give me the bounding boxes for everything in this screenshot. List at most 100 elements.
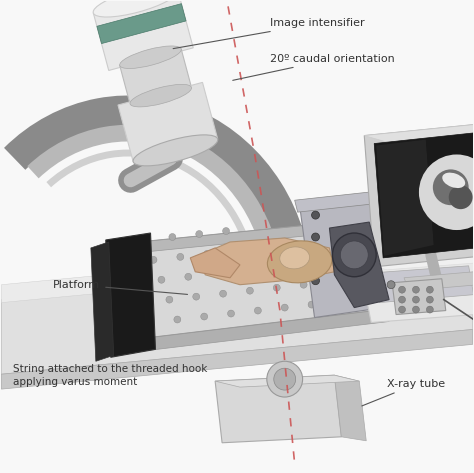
Circle shape (399, 296, 405, 303)
Circle shape (427, 286, 433, 293)
Polygon shape (111, 220, 364, 255)
Polygon shape (404, 272, 474, 291)
Circle shape (273, 284, 280, 291)
Circle shape (419, 155, 474, 230)
Circle shape (311, 211, 319, 219)
Ellipse shape (442, 173, 465, 188)
Circle shape (399, 306, 405, 313)
Circle shape (284, 242, 291, 248)
Circle shape (246, 287, 254, 294)
Circle shape (319, 258, 326, 265)
Polygon shape (118, 82, 218, 162)
Polygon shape (387, 195, 421, 307)
Polygon shape (111, 220, 384, 340)
Circle shape (338, 236, 345, 243)
Circle shape (185, 273, 192, 280)
Circle shape (267, 361, 302, 397)
Circle shape (412, 296, 419, 303)
Ellipse shape (280, 247, 310, 269)
Ellipse shape (133, 135, 218, 166)
Circle shape (311, 233, 319, 241)
Polygon shape (120, 49, 191, 104)
Circle shape (257, 245, 264, 252)
Text: 20º caudal orientation: 20º caudal orientation (233, 54, 394, 80)
Circle shape (142, 236, 149, 244)
Circle shape (412, 306, 419, 313)
Polygon shape (364, 123, 474, 143)
Text: String attached to the threaded hook
applying varus moment: String attached to the threaded hook app… (13, 364, 208, 387)
Polygon shape (91, 242, 114, 361)
Circle shape (158, 276, 165, 283)
Text: Image intensifier: Image intensifier (173, 18, 365, 49)
Circle shape (238, 267, 246, 274)
Circle shape (412, 286, 419, 293)
Circle shape (346, 255, 353, 263)
Polygon shape (359, 253, 474, 270)
Circle shape (340, 241, 368, 269)
Polygon shape (215, 375, 341, 443)
Circle shape (300, 281, 307, 288)
Circle shape (311, 277, 319, 285)
Circle shape (433, 169, 469, 205)
Circle shape (201, 313, 208, 320)
Polygon shape (374, 266, 474, 303)
Circle shape (332, 233, 376, 277)
Circle shape (169, 234, 176, 240)
Circle shape (174, 316, 181, 323)
Ellipse shape (119, 46, 181, 69)
Polygon shape (215, 375, 359, 387)
Polygon shape (1, 240, 473, 303)
Circle shape (204, 250, 210, 257)
Polygon shape (136, 309, 389, 351)
Circle shape (308, 301, 315, 308)
Ellipse shape (93, 0, 178, 17)
Polygon shape (364, 123, 474, 267)
Polygon shape (329, 222, 389, 307)
Ellipse shape (130, 84, 191, 107)
Circle shape (292, 262, 299, 268)
Polygon shape (374, 132, 474, 258)
Circle shape (274, 368, 296, 390)
Polygon shape (376, 140, 434, 256)
Polygon shape (335, 375, 366, 441)
Polygon shape (93, 0, 193, 70)
Circle shape (230, 247, 237, 254)
Circle shape (223, 228, 229, 235)
Circle shape (255, 307, 261, 314)
Circle shape (311, 238, 318, 245)
Circle shape (196, 230, 203, 237)
Circle shape (387, 281, 395, 289)
Circle shape (399, 286, 405, 293)
Polygon shape (392, 279, 446, 315)
Polygon shape (97, 4, 186, 44)
Circle shape (193, 293, 200, 300)
Circle shape (212, 270, 219, 277)
Circle shape (327, 278, 334, 285)
Polygon shape (190, 248, 240, 278)
Circle shape (219, 290, 227, 297)
Circle shape (335, 298, 342, 305)
Circle shape (354, 275, 361, 282)
Circle shape (228, 310, 235, 317)
Polygon shape (295, 188, 407, 212)
Circle shape (177, 254, 184, 260)
Polygon shape (1, 255, 473, 374)
Polygon shape (106, 233, 155, 357)
Circle shape (362, 295, 369, 302)
Polygon shape (300, 195, 404, 317)
Text: Platform: Platform (53, 280, 188, 294)
Circle shape (449, 185, 473, 209)
Circle shape (166, 296, 173, 303)
Polygon shape (200, 238, 335, 285)
Polygon shape (426, 133, 474, 247)
Circle shape (311, 255, 319, 263)
Ellipse shape (267, 241, 332, 283)
Circle shape (427, 306, 433, 313)
Circle shape (427, 296, 433, 303)
Circle shape (150, 256, 157, 263)
Polygon shape (359, 253, 474, 323)
Polygon shape (1, 330, 473, 389)
Text: X-ray tube: X-ray tube (362, 379, 445, 406)
Circle shape (281, 304, 288, 311)
Circle shape (265, 264, 272, 272)
